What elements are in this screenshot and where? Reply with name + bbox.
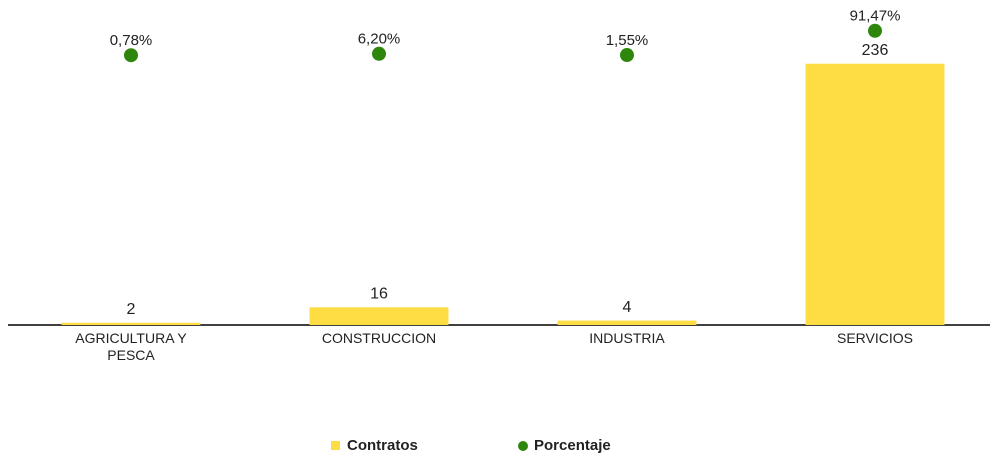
dot [372, 46, 386, 61]
bar [805, 63, 945, 325]
data-label: 0,78% [110, 32, 153, 49]
x-tick-label: CONSTRUCCION [321, 330, 437, 346]
dot [868, 23, 882, 38]
legend-swatch [331, 441, 340, 450]
legend-label: Porcentaje [534, 437, 611, 454]
bar [61, 322, 201, 325]
data-label: 236 [862, 42, 889, 59]
legend-swatch [518, 441, 528, 451]
dot [620, 48, 634, 63]
data-label: 2 [127, 301, 136, 318]
data-label: 91,47% [850, 8, 901, 25]
x-tick-label: SERVICIOS [837, 330, 913, 346]
x-tick-label-box: INDUSTRIA [589, 330, 665, 346]
x-tick-label-box: SERVICIOS [837, 330, 913, 346]
data-label: 6,20% [358, 31, 401, 48]
legend-label: Contratos [347, 437, 418, 454]
x-tick-label-box: AGRICULTURA Y PESCA [75, 330, 187, 363]
x-tick-label-box: CONSTRUCCION [321, 330, 437, 346]
data-label: 16 [370, 286, 388, 303]
bar [309, 307, 449, 325]
data-label: 1,55% [606, 32, 649, 49]
dot [124, 48, 138, 63]
data-label: 4 [623, 299, 632, 316]
x-tick-label: AGRICULTURA Y PESCA [75, 330, 187, 363]
bar [557, 320, 697, 325]
x-tick-label: INDUSTRIA [589, 330, 665, 346]
